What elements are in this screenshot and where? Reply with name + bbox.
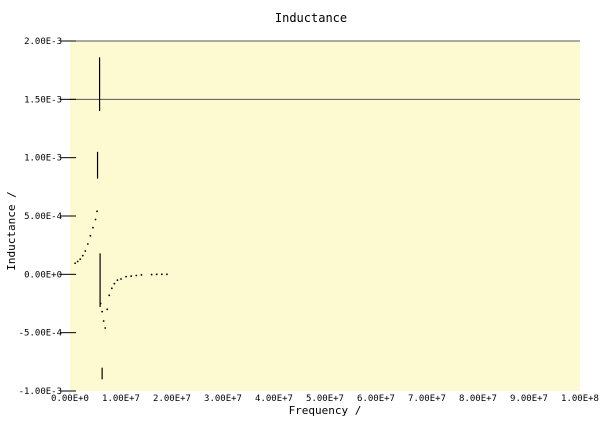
- data-point: [92, 226, 94, 229]
- y-tick-label: 5.00E-4: [24, 212, 62, 222]
- data-point: [79, 258, 82, 261]
- x-tick-label: 8.00E+7: [459, 394, 497, 404]
- data-point: [155, 273, 158, 276]
- data-point: [74, 262, 76, 265]
- y-tick-label: 1.50E-3: [24, 95, 62, 105]
- chart-title: Inductance: [275, 11, 347, 25]
- y-axis-label: Inductance /: [5, 191, 18, 270]
- y-tick-label: -1.00E-3: [19, 387, 62, 397]
- data-point: [110, 287, 113, 290]
- x-tick-label: 2.00E+7: [153, 394, 191, 404]
- x-tick-label: 1.00E+7: [102, 394, 140, 404]
- x-tick-label: 9.00E+7: [510, 394, 548, 404]
- y-tick-label: -5.00E-4: [19, 329, 62, 339]
- data-point: [125, 275, 127, 278]
- x-tick-label: 3.00E+7: [204, 394, 242, 404]
- y-axis-ticks: -1.00E-3 -5.00E-4 0.00E+0 5.00E-4 1.00E-3 1.5…: [19, 37, 76, 397]
- data-point: [86, 243, 89, 245]
- data-point: [116, 279, 119, 282]
- data-point: [150, 273, 153, 276]
- data-point: [81, 254, 84, 257]
- y-tick-label: 0.00E+0: [24, 270, 62, 280]
- x-tick-label: 5.00E+7: [306, 394, 344, 404]
- plot-area: [70, 41, 580, 391]
- data-point: [106, 308, 109, 311]
- y-tick-label: 1.00E-3: [24, 154, 62, 164]
- data-point: [160, 273, 163, 276]
- data-point: [102, 320, 105, 322]
- data-point: [113, 282, 116, 285]
- data-point: [130, 275, 133, 277]
- x-tick-label: 7.00E+7: [408, 394, 446, 404]
- x-tick-label: 0.00E+0: [51, 394, 89, 404]
- x-tick-label: 6.00E+7: [357, 394, 395, 404]
- x-tick-label: 4.00E+7: [255, 394, 293, 404]
- data-point: [101, 310, 104, 313]
- data-point: [135, 274, 138, 277]
- x-axis-label: Frequency /: [289, 404, 362, 417]
- data-point: [84, 250, 87, 252]
- y-tick-label: 2.00E-3: [24, 37, 62, 47]
- data-series: [74, 57, 168, 380]
- data-point: [89, 234, 92, 237]
- data-point: [94, 218, 97, 221]
- x-axis-ticks: 0.00E+0 1.00E+7 2.00E+7 3.00E+7 4.00E+7 5.00E…: [51, 394, 599, 404]
- data-point: [108, 294, 111, 297]
- data-point: [166, 273, 168, 276]
- data-point: [104, 327, 107, 329]
- grid-lines: [70, 40, 580, 100]
- data-point: [140, 274, 143, 276]
- data-point: [96, 210, 98, 213]
- data-point: [76, 260, 79, 263]
- x-tick-label: 1.00E+8: [561, 394, 599, 404]
- data-point: [120, 278, 122, 280]
